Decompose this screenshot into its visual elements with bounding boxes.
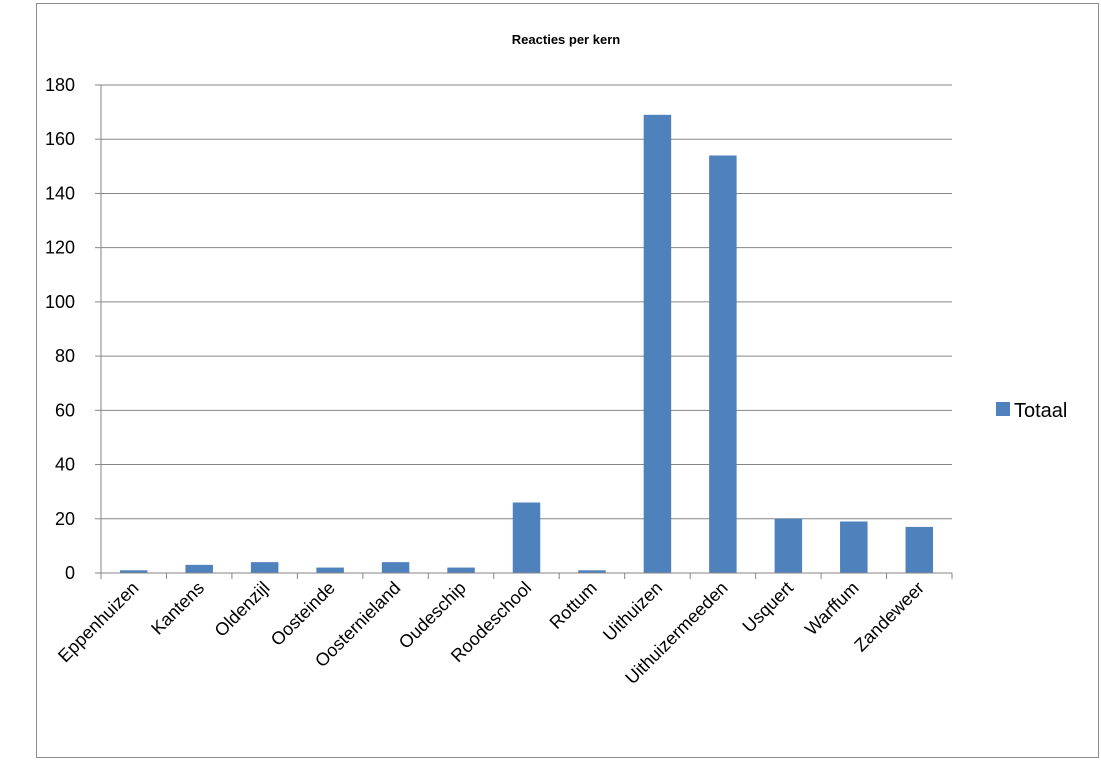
y-tick-label: 120 — [45, 238, 75, 258]
bar — [512, 502, 541, 573]
x-tick-label: Uithuizen — [599, 578, 666, 645]
axes — [100, 85, 953, 579]
bar — [185, 564, 213, 573]
y-tick-label: 180 — [45, 75, 75, 95]
x-tick-label: Oldenzijl — [211, 578, 274, 641]
x-tick-label: Zandeweer — [850, 578, 928, 656]
x-tick-label: Usquert — [738, 578, 797, 637]
x-tick-label: Eppenhuizen — [54, 578, 142, 666]
bar — [250, 562, 279, 573]
gridlines — [95, 84, 952, 574]
y-tick-label: 80 — [55, 346, 75, 366]
y-tick-label: 20 — [55, 509, 75, 529]
bar — [643, 114, 672, 574]
bar — [578, 570, 606, 573]
legend-swatch — [996, 402, 1010, 416]
bar — [119, 570, 148, 573]
bars — [119, 114, 934, 574]
bar — [774, 518, 803, 573]
y-tick-label: 0 — [65, 563, 75, 583]
x-tick-label: Rottum — [546, 578, 601, 633]
bar — [316, 567, 344, 573]
x-tick-label: Warffum — [801, 578, 863, 640]
bar — [447, 567, 475, 573]
bar — [709, 155, 737, 573]
y-tick-label: 60 — [55, 400, 75, 420]
chart-frame — [36, 3, 1099, 758]
y-tick-label: 160 — [45, 129, 75, 149]
y-tick-label: 100 — [45, 292, 75, 312]
chart-title: Reacties per kern — [512, 32, 620, 47]
x-tick-label: Kantens — [147, 578, 208, 639]
legend-label: Totaal — [1014, 400, 1067, 422]
y-tick-label: 40 — [55, 455, 75, 475]
y-tick-labels: 0 20 40 60 80 100 120 140 160 180 — [45, 75, 75, 583]
y-tick-label: 140 — [45, 183, 75, 203]
legend: Totaal — [996, 400, 1067, 422]
bar — [840, 521, 868, 573]
bar — [381, 562, 410, 573]
x-tick-labels: Eppenhuizen Kantens OldenzijlOosteindeOost… — [54, 578, 928, 688]
bar — [905, 526, 934, 573]
